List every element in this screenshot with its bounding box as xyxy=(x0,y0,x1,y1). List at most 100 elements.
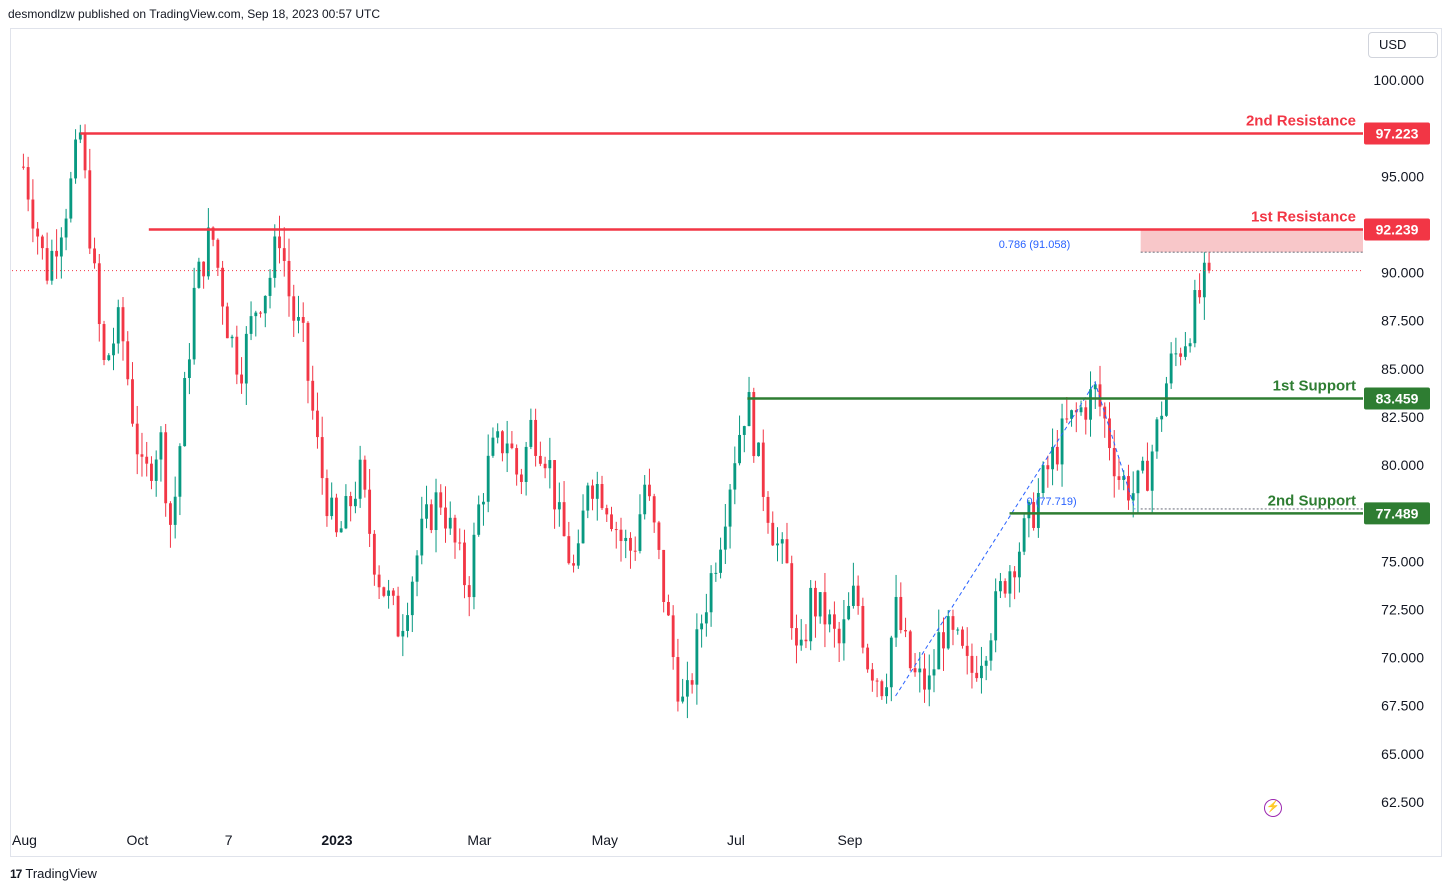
y-tick-label: 70.000 xyxy=(1381,650,1424,666)
candle-body xyxy=(93,248,96,264)
candle-body xyxy=(301,317,305,323)
candle-body xyxy=(1103,406,1107,419)
candle-body xyxy=(543,463,547,469)
candle-body xyxy=(1046,465,1050,470)
candle-body xyxy=(795,628,798,646)
candle-body xyxy=(273,236,277,278)
y-tick-label: 72.500 xyxy=(1381,601,1424,617)
candle-body xyxy=(1084,407,1088,420)
candle-body xyxy=(1060,418,1064,465)
candle-body xyxy=(861,606,865,648)
candle-body xyxy=(823,592,827,625)
candle-body xyxy=(59,237,63,257)
candle-body xyxy=(562,502,566,537)
level-label: 1st Resistance xyxy=(1251,208,1356,225)
candle-body xyxy=(1174,353,1178,355)
candle-body xyxy=(1079,407,1083,413)
candle-body xyxy=(534,419,538,456)
candle-body xyxy=(316,410,319,438)
candle-body xyxy=(1131,493,1135,501)
candle-body xyxy=(809,587,813,642)
currency-selector[interactable]: USD xyxy=(1368,32,1438,58)
candle-body xyxy=(249,316,253,334)
candle-body xyxy=(752,392,756,457)
candle-body xyxy=(121,307,125,342)
candle-body xyxy=(107,355,111,361)
candle-body xyxy=(1036,492,1040,528)
candle-body xyxy=(50,250,54,281)
candle-body xyxy=(723,526,727,550)
candle-body xyxy=(444,507,447,529)
candle-body xyxy=(64,218,68,238)
candle-body xyxy=(202,261,206,277)
candle-body xyxy=(131,379,134,424)
y-tick-label: 62.500 xyxy=(1381,794,1424,810)
candle-body xyxy=(391,590,395,596)
candle-body xyxy=(278,236,281,249)
footer-brand-label: TradingView xyxy=(25,866,97,881)
candle-body xyxy=(482,501,485,505)
candle-body xyxy=(965,645,969,656)
candle-body xyxy=(828,614,832,625)
candle-body xyxy=(709,573,713,613)
candle-body xyxy=(164,432,168,504)
candle-body xyxy=(140,454,144,457)
candle-body xyxy=(818,592,822,617)
resistance-zone xyxy=(1140,229,1363,253)
candle-body xyxy=(790,563,794,629)
x-tick-label: 2023 xyxy=(321,832,352,848)
candle-body xyxy=(415,555,419,582)
footer-brand[interactable]: 17 TradingView xyxy=(10,866,97,881)
candle-body xyxy=(112,343,115,356)
candle-body xyxy=(961,629,964,646)
candle-body xyxy=(956,629,960,631)
candle-body xyxy=(851,585,855,606)
candle-body xyxy=(235,336,239,375)
candle-body xyxy=(557,502,561,510)
candle-body xyxy=(78,132,82,140)
candle-body xyxy=(173,496,177,525)
candle-body xyxy=(1127,476,1130,501)
candle-body xyxy=(666,602,670,616)
candles-group xyxy=(21,124,1211,719)
candle-body xyxy=(605,508,609,515)
candle-body xyxy=(358,459,362,499)
candle-body xyxy=(1198,290,1202,298)
candle-body xyxy=(420,518,424,556)
candle-body xyxy=(832,614,836,629)
candle-body xyxy=(334,497,338,533)
candle-body xyxy=(69,178,73,219)
y-tick-label: 80.000 xyxy=(1381,457,1424,473)
candle-body xyxy=(377,574,381,588)
candle-body xyxy=(150,463,153,481)
candle-body xyxy=(638,514,642,551)
candle-body xyxy=(595,484,599,499)
candle-body xyxy=(1093,384,1097,390)
candle-body xyxy=(1202,262,1206,298)
candle-body xyxy=(126,341,130,380)
candle-body xyxy=(1207,262,1211,271)
candle-body xyxy=(1179,353,1183,357)
candle-body xyxy=(505,443,509,454)
candle-body xyxy=(998,581,1002,592)
candle-body xyxy=(368,489,372,534)
candle-body xyxy=(1098,384,1102,407)
candle-body xyxy=(989,640,993,661)
flash-icon[interactable]: ⚡ xyxy=(1264,799,1282,817)
candle-body xyxy=(1117,476,1121,480)
candle-body xyxy=(923,668,926,690)
candle-body xyxy=(211,227,215,240)
candle-body xyxy=(372,533,376,575)
candle-body xyxy=(500,431,504,454)
candle-body xyxy=(657,522,661,550)
candle-body xyxy=(187,359,191,378)
candle-body xyxy=(614,529,618,531)
candle-body xyxy=(396,595,400,637)
candle-body xyxy=(942,632,945,649)
candle-body xyxy=(662,549,666,603)
candle-body xyxy=(240,374,243,384)
candle-body xyxy=(467,585,471,598)
candle-body xyxy=(287,260,291,297)
candle-body xyxy=(206,227,210,277)
